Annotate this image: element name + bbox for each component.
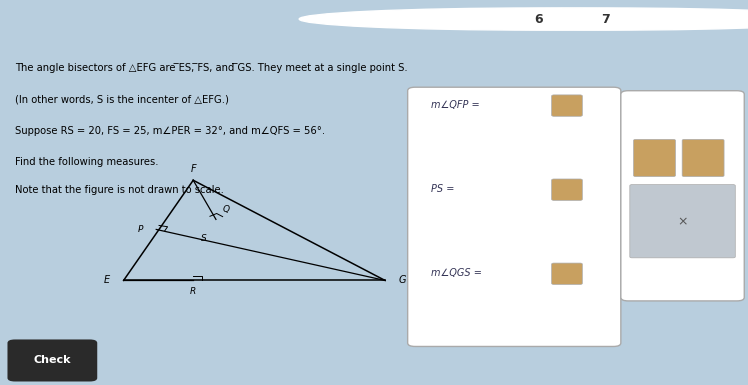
Text: Suppose RS = 20, FS = 25, m∠PER = 32°, and m∠QFS = 56°.: Suppose RS = 20, FS = 25, m∠PER = 32°, a… bbox=[15, 126, 325, 136]
Text: E: E bbox=[104, 275, 110, 285]
FancyBboxPatch shape bbox=[682, 139, 724, 177]
Text: 7: 7 bbox=[601, 13, 610, 25]
Text: S: S bbox=[201, 234, 207, 243]
Circle shape bbox=[367, 8, 748, 30]
Text: G: G bbox=[399, 275, 406, 285]
Text: m∠QGS =: m∠QGS = bbox=[431, 268, 482, 278]
Text: Check: Check bbox=[34, 355, 71, 365]
Text: ×: × bbox=[677, 216, 688, 229]
FancyBboxPatch shape bbox=[7, 340, 97, 382]
Text: 6: 6 bbox=[534, 13, 543, 25]
FancyBboxPatch shape bbox=[551, 95, 583, 116]
Text: F: F bbox=[191, 164, 196, 174]
Text: (In other words, S is the incenter of △EFG.): (In other words, S is the incenter of △E… bbox=[15, 94, 229, 104]
Text: Note that the figure is not drawn to scale.: Note that the figure is not drawn to sca… bbox=[15, 185, 224, 195]
FancyBboxPatch shape bbox=[634, 139, 675, 177]
FancyBboxPatch shape bbox=[621, 91, 744, 301]
FancyBboxPatch shape bbox=[551, 263, 583, 285]
Text: P: P bbox=[138, 225, 143, 234]
Text: Q: Q bbox=[223, 205, 230, 214]
Text: PS =: PS = bbox=[431, 184, 454, 194]
Text: R: R bbox=[190, 287, 196, 296]
FancyBboxPatch shape bbox=[630, 184, 735, 258]
Circle shape bbox=[299, 8, 748, 30]
Text: The angle bisectors of △EFG are ̅ES, ̅FS, and ̅GS. They meet at a single point S: The angle bisectors of △EFG are ̅ES, ̅FS… bbox=[15, 63, 408, 73]
FancyBboxPatch shape bbox=[551, 179, 583, 200]
Text: m∠QFP =: m∠QFP = bbox=[431, 100, 479, 110]
FancyBboxPatch shape bbox=[408, 87, 621, 346]
Text: Find the following measures.: Find the following measures. bbox=[15, 157, 159, 167]
